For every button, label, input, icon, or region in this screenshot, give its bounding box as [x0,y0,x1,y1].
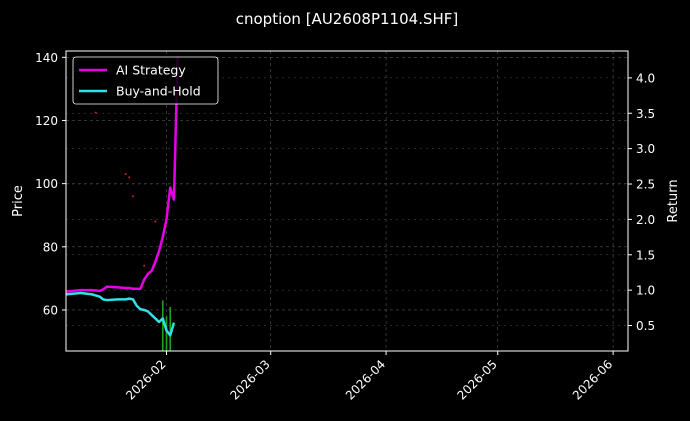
y-tick-label-right: 3.5 [636,107,655,121]
chart-title: cnoption [AU2608P1104.SHF] [236,10,459,28]
legend-label: AI Strategy [116,63,186,78]
y-tick-label-right: 4.0 [636,71,655,85]
y-axis-label-right: Return [666,179,681,222]
price-marker [154,220,157,223]
y-tick-label-right: 3.0 [636,142,655,156]
y-tick-label-left: 80 [43,240,58,254]
volume-bar [165,316,168,351]
series-line-ai-strategy [65,56,179,293]
y-tick-label-left: 60 [43,303,58,317]
series-line-buy-and-hold [65,291,176,337]
price-marker [131,195,134,198]
y-tick-label-left: 100 [35,177,58,191]
y-tick-label-right: 0.5 [636,319,655,333]
y-tick-label-left: 120 [35,114,58,128]
volume-bars [161,300,172,351]
legend: AI Strategy Buy-and-Hold [72,56,219,105]
y-tick-label-right: 1.5 [636,248,655,262]
price-marker [124,173,127,176]
volume-bar [161,300,164,351]
price-marker [143,264,146,267]
y-tick-label-right: 2.0 [636,213,655,227]
legend-box [72,56,219,105]
legend-label: Buy-and-Hold [116,84,201,99]
price-marker [94,111,97,114]
grid [66,51,628,351]
y-tick-label-left: 140 [35,51,58,65]
price-markers [94,111,157,267]
y-tick-label-right: 1.0 [636,284,655,298]
volume-bar [169,306,172,351]
y-axis-label-left: Price [11,185,26,217]
plot-frame [65,50,629,352]
price-marker [128,176,131,179]
series-lines [65,56,179,337]
y-tick-label-right: 2.5 [636,178,655,192]
